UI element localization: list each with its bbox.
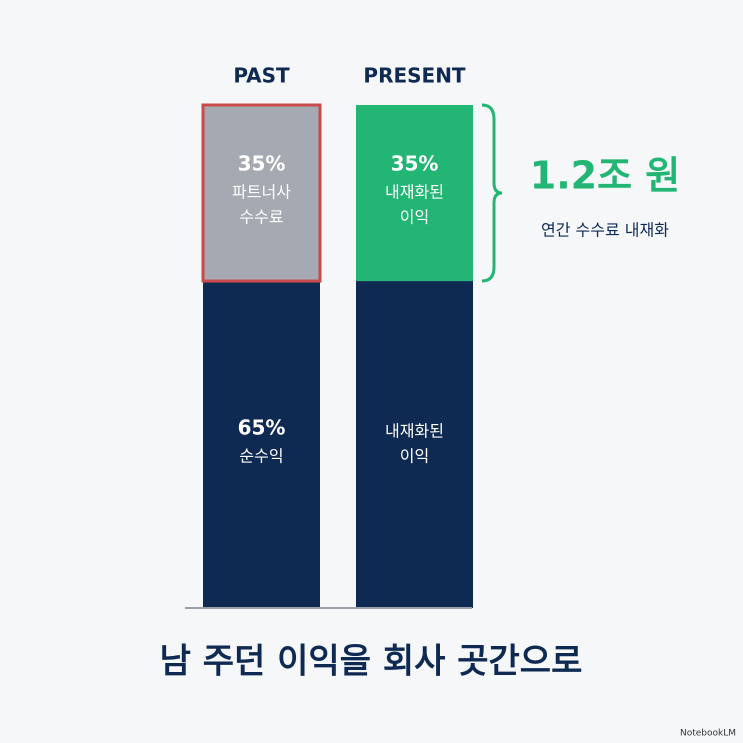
bar-segment	[356, 281, 473, 608]
bar-segment	[203, 281, 320, 608]
chart-title: 남 주던 이익을 회사 곳간으로	[160, 642, 583, 682]
segment-label: 파트너사	[232, 183, 291, 202]
category-label: PRESENT	[363, 64, 466, 88]
category-label: PAST	[233, 64, 290, 88]
segment-label: 수수료	[239, 208, 283, 227]
segment-label: 이익	[400, 447, 429, 466]
bar-segment	[356, 105, 473, 282]
brace	[481, 103, 503, 283]
annotation-title: 1.2조 원	[530, 154, 680, 198]
segment-label: 35%	[391, 152, 439, 176]
segment-label: 순수익	[239, 447, 283, 466]
segment-label: 35%	[238, 152, 286, 176]
segment-label: 65%	[238, 416, 286, 440]
segment-label: 내재화된	[385, 422, 444, 441]
bar-segment	[201, 103, 322, 283]
watermark: NotebookLM	[680, 729, 736, 739]
annotation-subtitle: 연간 수수료 내재화	[541, 221, 669, 240]
segment-label: 내재화된	[385, 183, 444, 202]
segment-label: 이익	[400, 208, 429, 227]
